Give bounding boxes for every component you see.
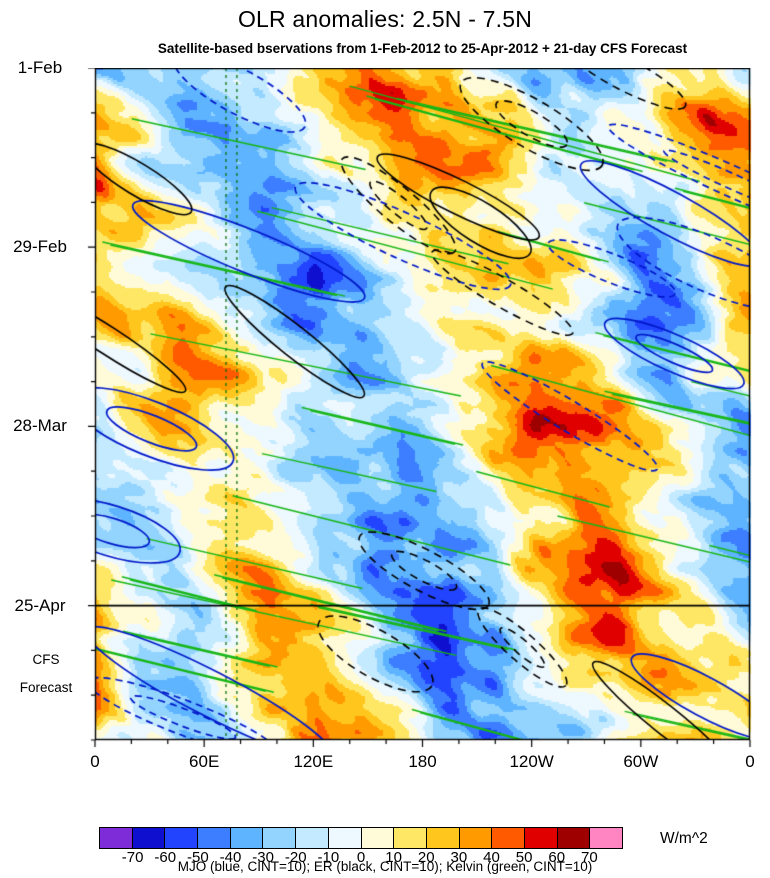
colorbar-cell: [328, 828, 362, 848]
y-tick-label: 29-Feb: [13, 237, 67, 257]
colorbar-tick-label: 0: [356, 849, 366, 866]
x-tick-label: 0: [90, 752, 100, 771]
colorbar-cell: [165, 828, 199, 848]
colorbar-tick-label: 60: [548, 849, 566, 866]
cfs-label: CFS: [32, 652, 60, 667]
colorbar: [99, 827, 623, 849]
x-tick-label: 0: [745, 752, 755, 771]
colorbar-cell: [263, 828, 297, 848]
x-tick-label: 60W: [623, 752, 659, 771]
chart-subtitle: Satellite-based bservations from 1-Feb-2…: [157, 41, 688, 56]
colorbar-cell: [426, 828, 460, 848]
colorbar-unit-label: W/m^2: [660, 830, 708, 847]
y-tick-label: 25-Apr: [14, 595, 66, 615]
legend-caption: MJO (blue, CINT=10); ER (black, CINT=10)…: [177, 859, 593, 874]
colorbar-cell: [230, 828, 264, 848]
colorbar-tick-label: -40: [219, 849, 242, 866]
colorbar-cell: [100, 828, 133, 848]
x-tick-label: 120E: [293, 752, 334, 771]
hovmoller-heatmap-plot: [83, 68, 755, 750]
colorbar-cell: [492, 828, 525, 848]
x-tick-label: 120W: [509, 752, 554, 771]
colorbar-tick-label: -50: [187, 849, 209, 866]
colorbar-cell: [557, 828, 591, 848]
colorbar-cell: [132, 828, 166, 848]
colorbar-cell: [524, 828, 558, 848]
colorbar-tick-label: 50: [515, 849, 533, 866]
colorbar-tick-label: 10: [385, 849, 402, 866]
cfs-forecast-axis-label: CFS Forecast: [0, 646, 92, 702]
colorbar-tick-label: 70: [581, 849, 598, 866]
colorbar-cell: [590, 828, 622, 848]
colorbar-tick-label: -20: [284, 849, 307, 866]
forecast-label: Forecast: [19, 680, 73, 695]
colorbar-tick-label: 40: [483, 849, 500, 866]
colorbar-tick-label: -60: [154, 849, 177, 866]
colorbar-tick-label: -10: [317, 849, 340, 866]
x-tick-label: 60E: [189, 752, 220, 771]
y-tick-label: 1-Feb: [17, 58, 63, 77]
colorbar-tick-label: 20: [417, 849, 435, 866]
colorbar-cell: [198, 828, 231, 848]
colorbar-cell: [296, 828, 329, 848]
colorbar-cell: [394, 828, 427, 848]
chart-title: OLR anomalies: 2.5N - 7.5N: [237, 6, 533, 32]
colorbar-tick-label: -30: [252, 849, 274, 866]
colorbar-cell: [459, 828, 493, 848]
colorbar-tick-label: -70: [121, 849, 144, 866]
x-tick-label: 180: [408, 752, 437, 771]
y-tick-label: 28-Mar: [13, 416, 67, 436]
colorbar-cell: [361, 828, 395, 848]
colorbar-tick-label: 30: [450, 849, 468, 866]
